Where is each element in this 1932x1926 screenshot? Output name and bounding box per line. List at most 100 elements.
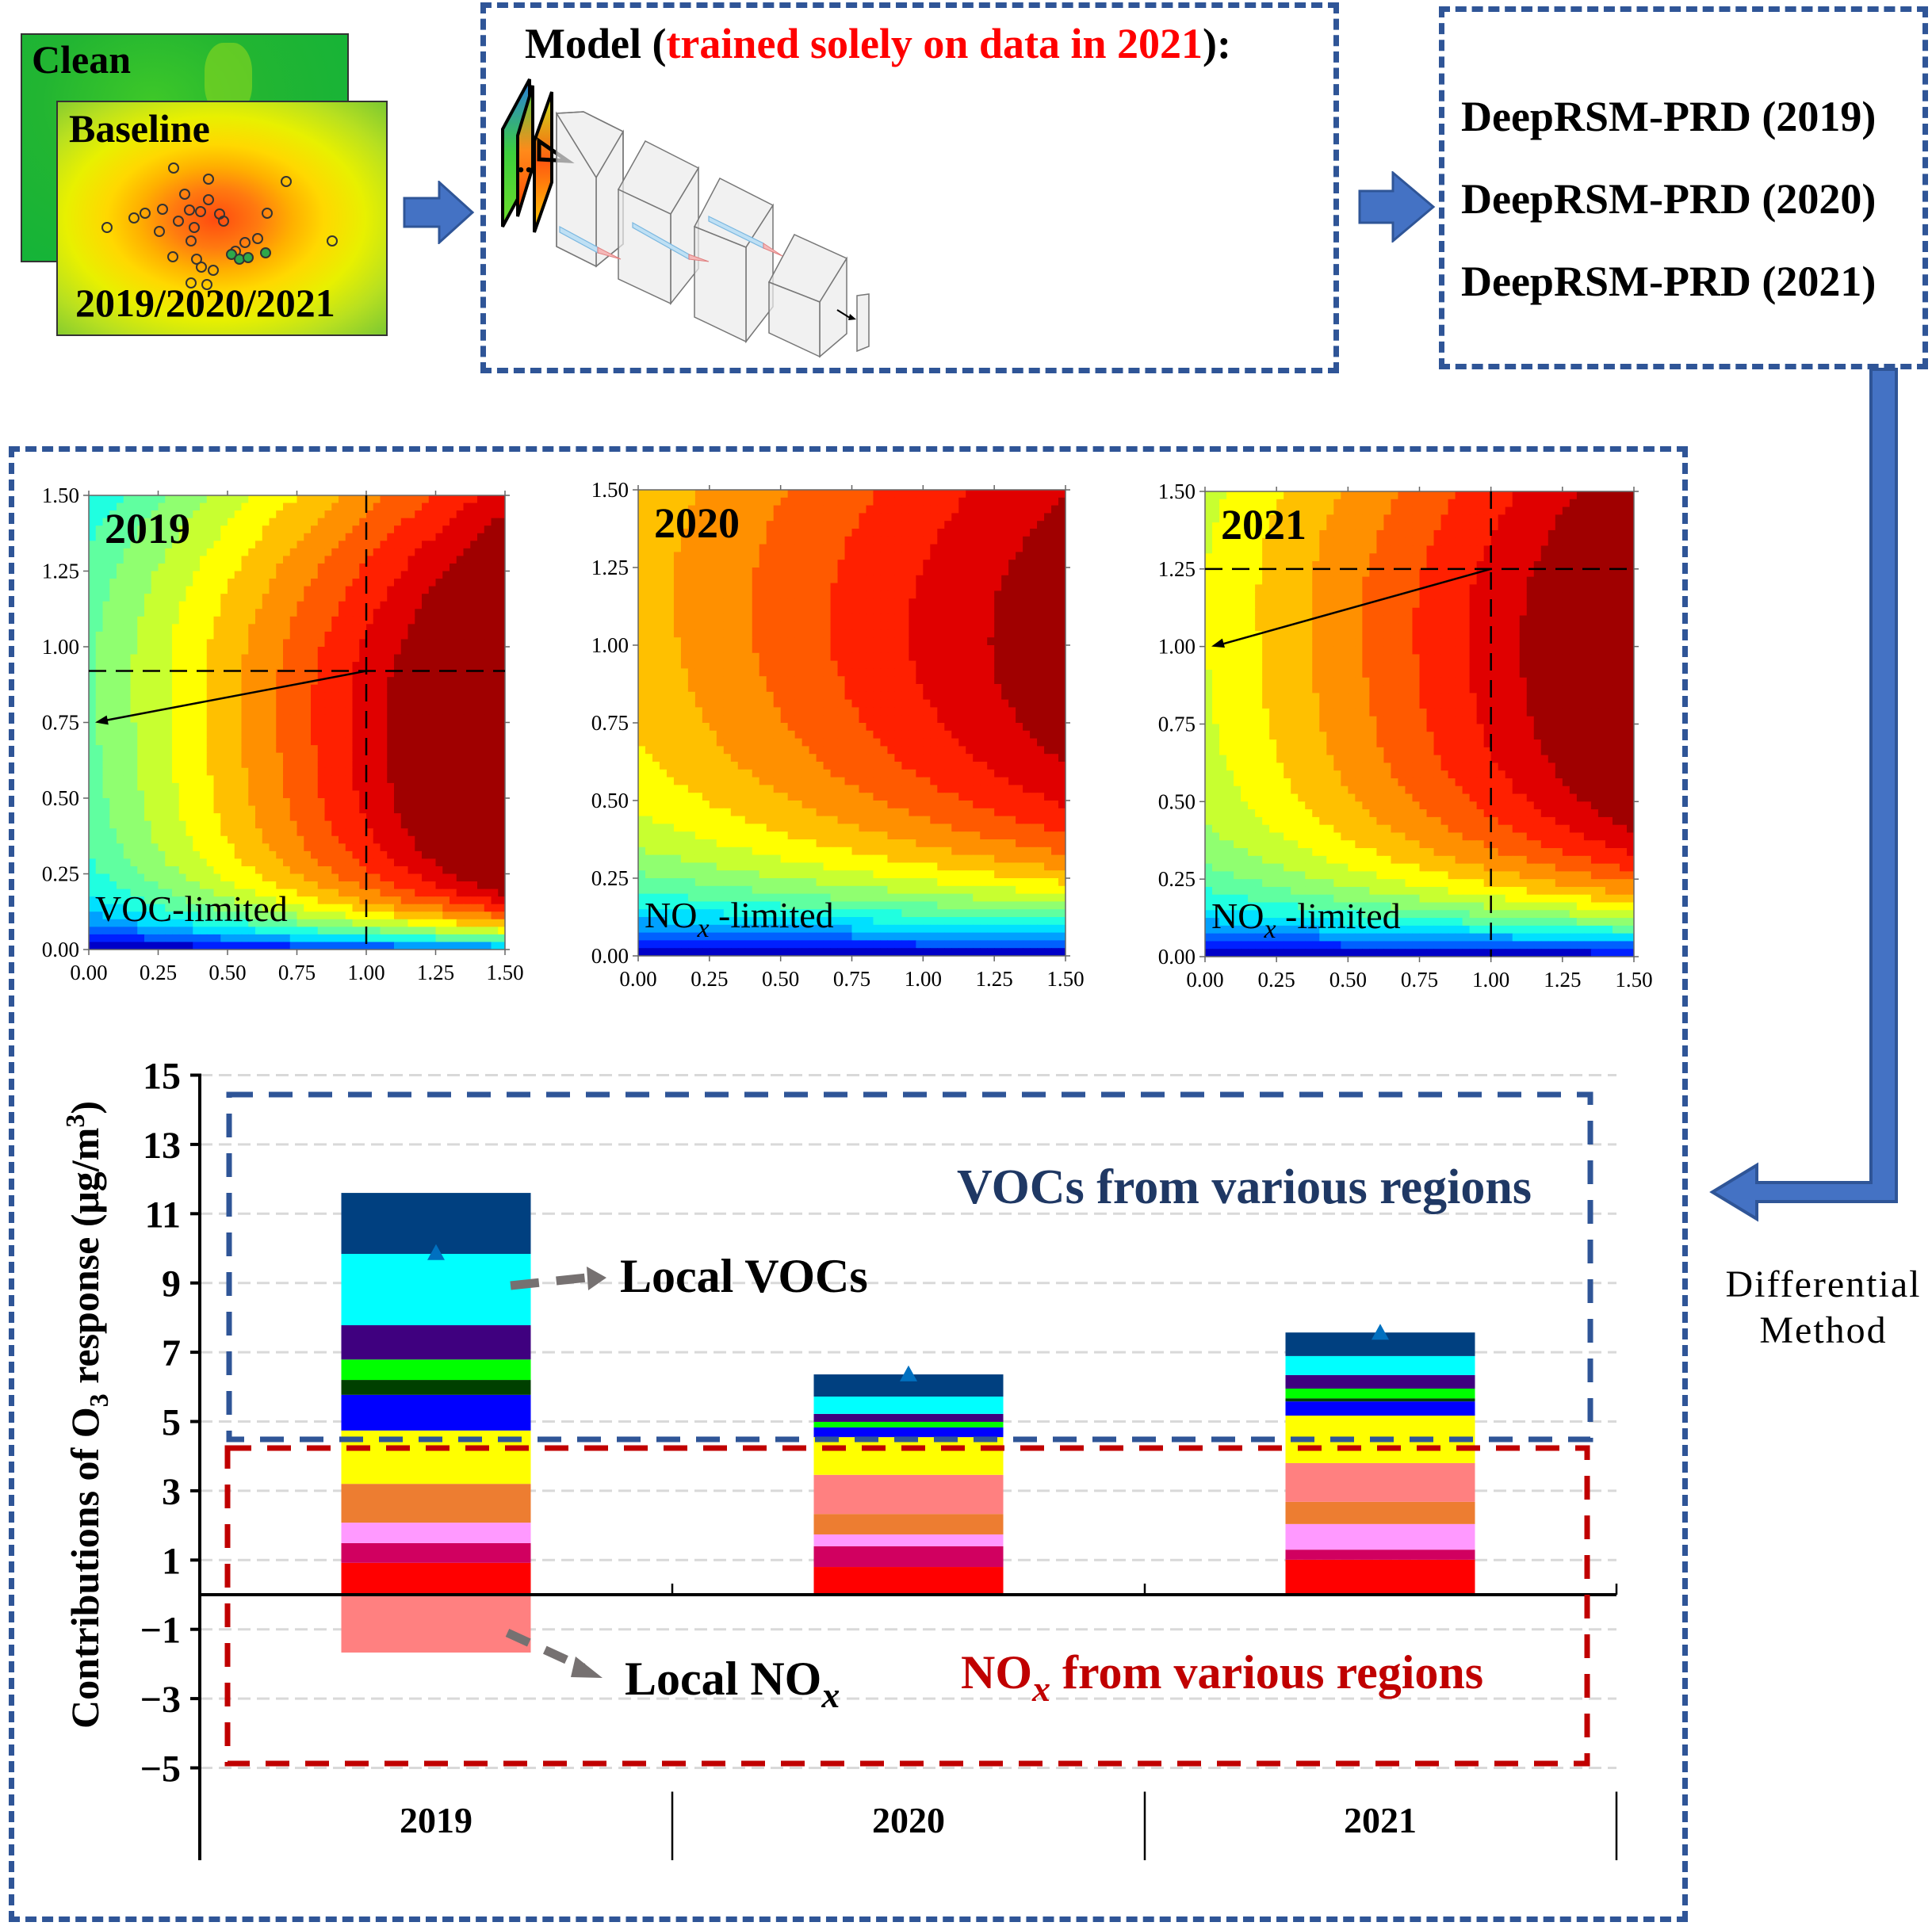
year-label: 2020 [654, 499, 740, 547]
bar-segment-2019-7 [341, 1380, 531, 1395]
bar-segment-2020-4 [813, 1474, 1004, 1515]
x-tick-label: 1.25 [976, 967, 1013, 991]
arrow-right-icon [1358, 171, 1436, 243]
voc-region-label: VOCs from various regions [957, 1160, 1532, 1214]
local-nox-pointer [505, 1629, 586, 1672]
nox-region-label: NOx from various regions [961, 1646, 1483, 1709]
x-tick-label: 0.00 [70, 961, 107, 984]
bar-segment-2021-2 [1285, 1523, 1475, 1550]
pointer-arrow-head-icon [587, 1267, 606, 1290]
category-label: 2020 [872, 1800, 945, 1840]
reduction-arrow-line [1218, 567, 1492, 646]
contour-fill [89, 495, 505, 950]
y-tick-label: 0.00 [42, 938, 79, 961]
bar-segment-2020-3 [813, 1514, 1004, 1534]
bar-segment-2021-6 [1285, 1401, 1475, 1416]
x-tick-label: 1.50 [1615, 968, 1652, 992]
x-tick-label: 1.50 [1046, 967, 1084, 991]
marker-triangle-2019 [427, 1244, 445, 1260]
y-tick-label: 0.75 [591, 711, 629, 735]
cnn-diagram: .. [501, 78, 870, 358]
y-tick-label: 1.00 [591, 633, 629, 657]
local-vocs-label: Local VOCs [620, 1250, 868, 1302]
y-tick-label: 0.75 [1158, 713, 1196, 736]
y-tick-label: 0.50 [591, 789, 629, 812]
local-nox-label: Local NOx [625, 1653, 840, 1715]
y-tick-label: 3 [162, 1471, 181, 1513]
bar-segment-2020-8 [813, 1421, 1004, 1427]
bar-segment-2020-10 [813, 1397, 1004, 1414]
contour-plots: 0.00 0.25 0.50 0.75 1.00 1.25 1.50 0.00 0.25 0.50… [42, 478, 1653, 992]
y-tick-label: 0.50 [1158, 789, 1196, 813]
input-layers [501, 78, 553, 233]
x-tick-label: 1.00 [1472, 968, 1509, 992]
y-tick-label: 1.50 [42, 483, 79, 507]
x-tick-label: 1.25 [417, 961, 454, 984]
voc-region-box [226, 1091, 1593, 1443]
year-label: 2019 [105, 505, 190, 552]
y-tick-label: 1.50 [591, 478, 629, 502]
x-tick-label: 0.00 [1186, 968, 1223, 992]
model-title-suffix: ): [1203, 20, 1231, 67]
bar-segment-2019-2 [341, 1523, 531, 1543]
x-tick-label: 0.25 [140, 961, 177, 984]
bar-segment-2019-3 [341, 1484, 531, 1523]
reduction-arrow-line [102, 670, 367, 722]
contour-plot-2019: 0.00 0.25 0.50 0.75 1.00 1.25 1.50 0.00 0.25 0.50… [42, 483, 524, 984]
y-tick-label: 1.00 [42, 635, 79, 659]
y-tick-label: 13 [143, 1125, 181, 1167]
bar-segment-2020-2 [813, 1534, 1004, 1546]
bar-chart: 15 13 11 9 7 5 3 1 −1 −3 −5 2019 2020 2021 VOCs from v… [61, 1056, 1618, 1860]
bar-segment-2021-10 [1285, 1355, 1475, 1375]
differential-line2: Method [1759, 1309, 1888, 1351]
x-tick-label: 0.75 [1401, 968, 1438, 992]
marker-triangle-2021 [1372, 1324, 1389, 1340]
svg-text:..: .. [517, 143, 533, 179]
contour-plot-2021: 0.00 0.25 0.50 0.75 1.00 1.25 1.50 0.00 0.25 0.50… [1158, 480, 1653, 992]
x-tick-label: 0.50 [762, 967, 799, 991]
bar-segment-2021-4 [1285, 1462, 1475, 1502]
results-box [9, 446, 1688, 1922]
clean-label: Clean [32, 37, 131, 82]
y-tick-label: 0.00 [1158, 945, 1196, 969]
y-tick-label: 15 [143, 1056, 181, 1098]
y-tick-label: −5 [140, 1748, 181, 1790]
y-tick-label: 1.25 [42, 560, 79, 583]
y-axis-label: Contributions of O3 response (μg/m3) [61, 1101, 114, 1729]
models-box [1439, 6, 1928, 369]
y-tick-label: 1.00 [1158, 635, 1196, 659]
x-tick-label: 0.50 [1329, 968, 1367, 992]
baseline-label: Baseline [69, 106, 210, 151]
y-tick-label: 0.75 [42, 711, 79, 735]
bar-segment-2019-4 [341, 1595, 531, 1653]
nox-region-box [224, 1445, 1590, 1767]
y-tick-label: 0.25 [1158, 867, 1196, 891]
y-tick-label: 7 [162, 1332, 181, 1374]
regime-label: NOx -limited [1211, 896, 1401, 944]
years-label: 2019/2020/2021 [75, 281, 335, 325]
y-tick-label: 1.25 [1158, 557, 1196, 581]
bar-segment-2019-8 [341, 1359, 531, 1381]
model-2019: DeepRSM-PRD (2019) [1461, 93, 1877, 140]
arrow-head-icon [1211, 638, 1226, 648]
x-tick-label: 0.75 [833, 967, 870, 991]
arrow-head-icon [95, 715, 109, 725]
baseline-map: Baseline 2019/2020/2021 [56, 101, 388, 336]
bar-segment-2020-1 [813, 1546, 1004, 1568]
bar-segment-2021-1 [1285, 1550, 1475, 1560]
x-tick-label: 0.25 [1258, 968, 1295, 992]
y-tick-label: 9 [162, 1263, 181, 1305]
model-box [480, 2, 1339, 373]
bar-segment-2019-9 [341, 1325, 531, 1360]
y-tick-label: 1 [162, 1540, 181, 1582]
x-tick-label: 1.00 [347, 961, 384, 984]
bar-segment-2019-1 [341, 1542, 531, 1563]
model-2021: DeepRSM-PRD (2021) [1461, 258, 1877, 305]
y-tick-label: 11 [145, 1194, 181, 1236]
category-label: 2021 [1344, 1800, 1417, 1840]
y-tick-label: 0.00 [591, 944, 629, 968]
bar-segment-2019-10 [341, 1253, 531, 1326]
bar-segment-2021-0 [1285, 1559, 1475, 1595]
y-tick-label: 0.50 [42, 786, 79, 810]
bar-segment-2021-9 [1285, 1374, 1475, 1389]
